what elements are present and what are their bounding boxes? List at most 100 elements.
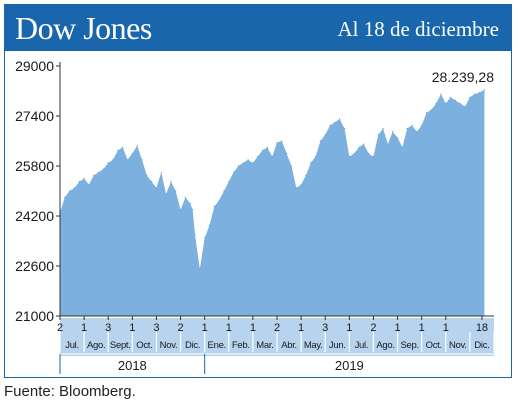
year-label: 2018 <box>118 358 147 373</box>
month-label: Ene. <box>208 340 226 351</box>
data-point <box>78 181 80 183</box>
data-point <box>286 152 288 155</box>
data-point <box>126 159 129 161</box>
data-point <box>445 102 447 105</box>
month-label: Oct. <box>426 340 442 351</box>
data-point <box>382 127 384 130</box>
data-point <box>83 177 85 180</box>
month-label: Mar. <box>256 340 273 351</box>
month-label: Nov. <box>449 340 467 351</box>
dow-jones-chart: 29000 27400 25800 24200 22600 21000 28.239,28 2… <box>15 58 495 374</box>
data-point <box>204 237 206 239</box>
data-point <box>93 174 95 176</box>
data-point <box>474 93 476 95</box>
data-point <box>276 142 278 144</box>
data-point <box>319 140 321 142</box>
data-point <box>141 159 143 161</box>
data-point <box>421 124 423 126</box>
source-note: Fuente: Bloomberg. <box>4 383 136 400</box>
month-label: Feb. <box>232 340 250 351</box>
data-point <box>194 234 196 236</box>
data-point <box>363 143 365 145</box>
data-point <box>184 196 186 198</box>
data-point <box>180 209 182 211</box>
data-point <box>218 199 220 201</box>
data-point <box>483 89 485 91</box>
data-point <box>233 171 235 173</box>
data-point <box>228 181 230 183</box>
data-point <box>146 174 148 176</box>
data-point <box>165 193 167 195</box>
data-point <box>136 145 138 147</box>
data-point <box>305 174 307 176</box>
data-point <box>257 156 259 158</box>
month-label: Dic. <box>185 340 200 351</box>
day-tick-label: 1 <box>250 322 256 334</box>
data-point <box>98 171 100 173</box>
data-point <box>450 96 452 98</box>
month-label: Ago. <box>87 340 105 351</box>
data-point <box>348 156 350 158</box>
data-point <box>343 127 346 130</box>
data-point <box>315 156 317 158</box>
day-tick-label: 3 <box>105 322 111 334</box>
day-tick-label: 2 <box>370 322 376 334</box>
y-tick-label: 22600 <box>15 258 54 274</box>
data-point <box>425 112 428 114</box>
day-tick-label: 1 <box>202 322 208 334</box>
data-point <box>237 165 239 167</box>
data-point <box>454 99 456 101</box>
day-tick-label: 2 <box>177 322 183 334</box>
data-point <box>478 92 481 94</box>
data-point <box>199 268 201 270</box>
data-point <box>377 134 379 136</box>
data-point <box>247 159 249 161</box>
data-point <box>324 134 326 136</box>
day-tick-label: 3 <box>153 322 159 334</box>
header-bar: Dow Jones Al 18 de diciembre <box>5 5 511 51</box>
data-point <box>397 137 399 139</box>
data-point <box>252 162 254 164</box>
data-point <box>295 187 297 189</box>
data-point <box>358 146 360 148</box>
data-point <box>310 162 312 164</box>
data-point <box>266 146 268 148</box>
month-label: Sep. <box>400 340 418 351</box>
data-point <box>406 127 408 130</box>
y-tick-label: 27400 <box>15 108 54 124</box>
data-point <box>131 152 133 155</box>
data-point <box>64 196 66 198</box>
day-tick-label: 2 <box>57 322 63 334</box>
month-label: Ago. <box>376 340 394 351</box>
month-label: Nov. <box>160 340 178 351</box>
month-label: Jul. <box>65 340 79 351</box>
data-point <box>411 124 413 126</box>
data-point <box>435 102 437 105</box>
data-point <box>160 171 162 173</box>
last-value-label: 28.239,28 <box>432 69 494 85</box>
data-point <box>392 131 394 133</box>
day-tick-label: 1 <box>346 322 352 334</box>
month-label: Dic. <box>474 340 489 351</box>
data-point <box>102 168 104 170</box>
data-point <box>416 131 418 133</box>
day-tick-label: 1 <box>226 322 232 334</box>
data-point <box>69 190 71 192</box>
month-label: Sept. <box>110 340 131 351</box>
day-tick-label: 18 <box>476 322 488 334</box>
data-point <box>122 146 124 148</box>
series-area <box>60 89 485 316</box>
month-label: Oct. <box>136 340 152 351</box>
data-point <box>213 206 215 208</box>
data-point <box>189 202 191 205</box>
data-point <box>208 224 211 226</box>
chart-title: Dow Jones <box>15 10 152 46</box>
month-label: Abr. <box>281 340 297 351</box>
y-tick-label: 21000 <box>15 308 54 324</box>
data-point <box>372 156 374 158</box>
data-point <box>387 143 389 145</box>
day-tick-label: 2 <box>274 322 280 334</box>
data-point <box>88 184 90 186</box>
month-label: Jul. <box>355 340 369 351</box>
data-point <box>261 149 264 151</box>
